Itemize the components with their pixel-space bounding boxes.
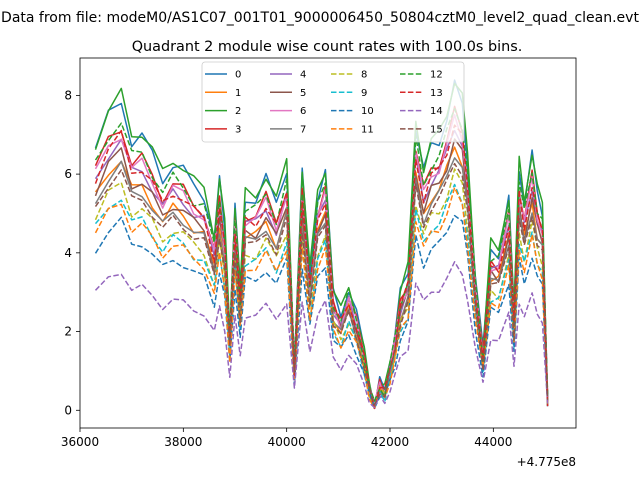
y-tick-label: 2 bbox=[64, 325, 72, 339]
legend-label-module-6: 6 bbox=[300, 106, 306, 117]
legend-label-module-3: 3 bbox=[235, 124, 241, 135]
legend-label-module-5: 5 bbox=[300, 88, 306, 99]
y-tick-label: 8 bbox=[64, 88, 72, 102]
legend-label-module-4: 4 bbox=[300, 70, 306, 81]
x-axis-offset-text: +4.775e8 bbox=[517, 455, 576, 469]
y-tick-label: 6 bbox=[64, 167, 72, 181]
y-tick-label: 0 bbox=[64, 403, 72, 417]
x-tick-label: 38000 bbox=[164, 435, 202, 449]
series-line-module-13 bbox=[94, 124, 549, 410]
legend-label-module-15: 15 bbox=[430, 124, 443, 135]
series-line-module-11 bbox=[94, 186, 549, 410]
x-tick-label: 36000 bbox=[61, 435, 99, 449]
legend-label-module-2: 2 bbox=[235, 106, 241, 117]
figure-suptitle: Data from file: modeM0/AS1C07_001T01_900… bbox=[1, 10, 639, 26]
legend-label-module-1: 1 bbox=[235, 88, 241, 99]
x-tick-label: 44000 bbox=[474, 435, 512, 449]
legend-label-module-8: 8 bbox=[361, 70, 367, 81]
legend-label-module-7: 7 bbox=[300, 124, 306, 135]
legend-label-module-13: 13 bbox=[430, 88, 443, 99]
x-tick-label: 40000 bbox=[268, 435, 306, 449]
legend-label-module-0: 0 bbox=[235, 70, 241, 81]
series-line-module-14 bbox=[94, 261, 549, 409]
series-line-module-10 bbox=[94, 214, 549, 410]
x-axis: 36000 38000 40000 42000 44000 bbox=[61, 428, 512, 449]
series-line-module-9 bbox=[94, 183, 549, 404]
legend-label-module-14: 14 bbox=[430, 106, 443, 117]
legend-frame bbox=[201, 61, 465, 143]
plot-frame bbox=[79, 57, 577, 429]
chart-title: Quadrant 2 module wise count rates with … bbox=[132, 39, 523, 55]
legend-label-module-11: 11 bbox=[361, 124, 374, 135]
series-layer bbox=[94, 79, 549, 410]
legend-label-module-9: 9 bbox=[361, 88, 367, 99]
series-line-module-15 bbox=[94, 162, 549, 406]
legend-label-module-10: 10 bbox=[361, 106, 374, 117]
y-tick-label: 4 bbox=[64, 246, 72, 260]
x-tick-label: 42000 bbox=[371, 435, 409, 449]
legend-label-module-12: 12 bbox=[430, 70, 443, 81]
y-axis: 0 2 4 6 8 bbox=[64, 88, 80, 417]
